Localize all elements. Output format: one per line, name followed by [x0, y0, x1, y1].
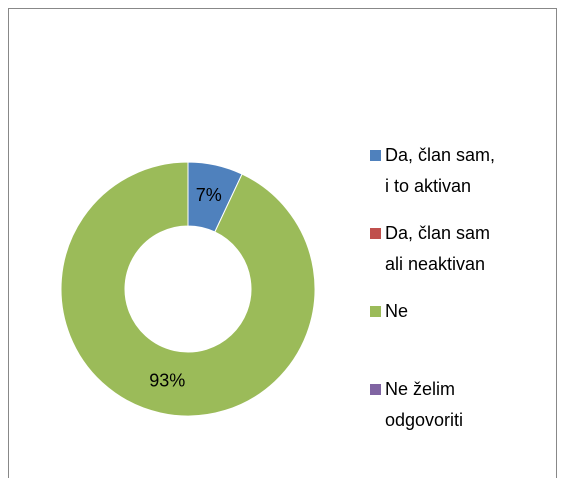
- legend-swatch: [370, 150, 381, 161]
- legend-swatch: [370, 228, 381, 239]
- donut-segment: [60, 161, 316, 417]
- legend-label: Da, član sam, i to aktivan: [385, 145, 496, 196]
- chart-frame: [8, 8, 557, 478]
- legend-label: Ne želim odgovoriti: [385, 379, 464, 430]
- legend-label: Da, član sam ali neaktivan: [385, 223, 491, 274]
- legend-swatch: [370, 306, 381, 317]
- legend-label: Ne: [385, 301, 409, 321]
- legend-swatch: [370, 384, 381, 395]
- data-label: 93%: [149, 370, 185, 390]
- data-label: 7%: [196, 185, 222, 205]
